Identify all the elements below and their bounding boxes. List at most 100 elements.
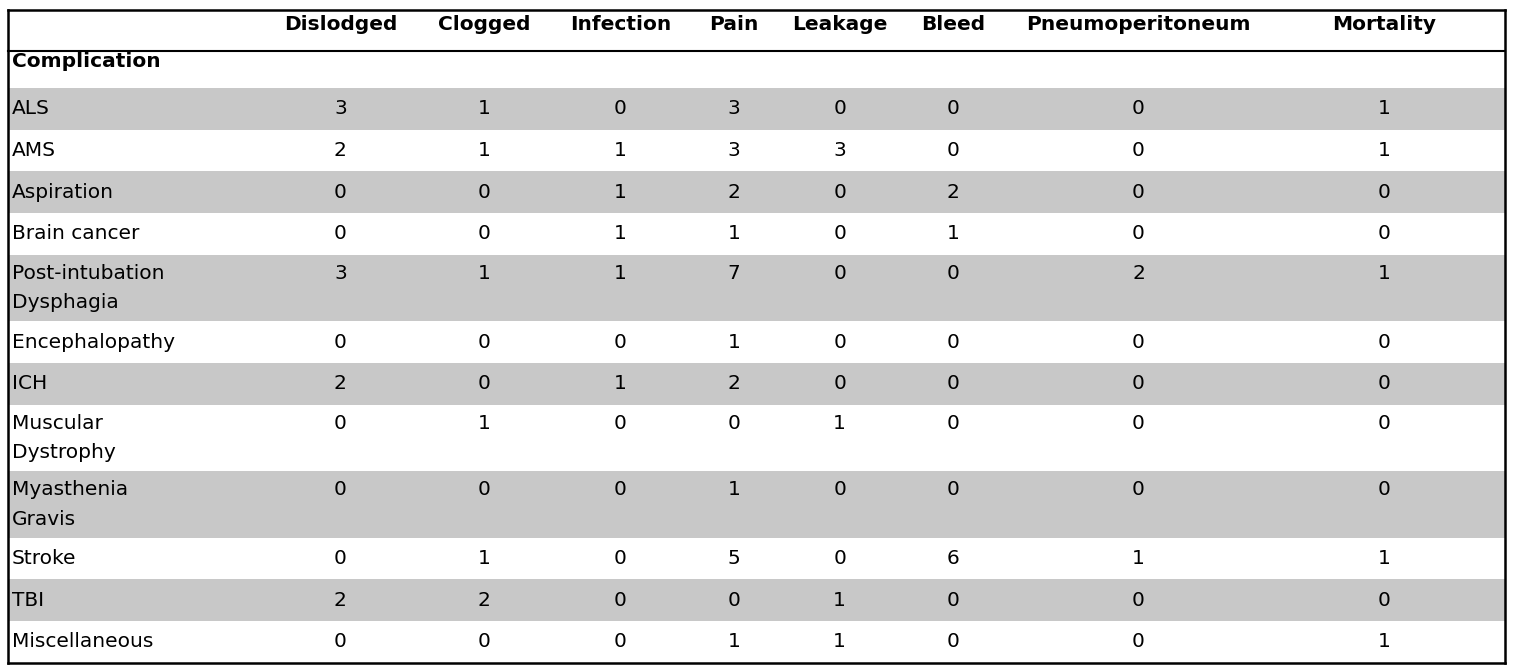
Bar [8,537,1505,579]
Text: Myasthenia: Myasthenia [12,480,129,500]
Text: Leakage: Leakage [791,15,888,35]
Text: 0: 0 [947,264,959,283]
Text: AMS: AMS [12,141,56,160]
Text: 0: 0 [614,99,626,119]
Bar [8,621,1505,663]
Bar [8,171,1505,213]
Text: 7: 7 [728,264,740,283]
Text: 0: 0 [1378,182,1390,202]
Bar [8,10,1505,88]
Text: 2: 2 [947,182,959,202]
Text: 1: 1 [728,224,740,243]
Text: 0: 0 [1132,224,1145,243]
Text: 0: 0 [1378,480,1390,500]
Text: Infection: Infection [570,15,670,35]
Text: 0: 0 [334,414,346,433]
Text: 0: 0 [1132,374,1145,394]
Text: 0: 0 [1132,632,1145,651]
Bar [8,254,1505,321]
Text: Stroke: Stroke [12,549,77,568]
Text: 3: 3 [728,99,740,119]
Text: 1: 1 [478,414,490,433]
Text: 2: 2 [728,182,740,202]
Text: 0: 0 [728,591,740,609]
Text: 0: 0 [834,264,846,283]
Text: 0: 0 [1132,480,1145,500]
Text: Brain cancer: Brain cancer [12,224,139,243]
Text: 0: 0 [1132,182,1145,202]
Text: 0: 0 [334,182,346,202]
Text: 0: 0 [947,374,959,394]
Text: 0: 0 [478,632,490,651]
Text: 0: 0 [1132,99,1145,119]
Text: 1: 1 [947,224,959,243]
Text: 1: 1 [1378,264,1390,283]
Bar [8,130,1505,171]
Text: 0: 0 [834,182,846,202]
Text: 0: 0 [614,632,626,651]
Text: 1: 1 [834,632,846,651]
Text: Mortality: Mortality [1333,15,1436,35]
Text: 0: 0 [1378,224,1390,243]
Text: ICH: ICH [12,374,47,394]
Text: 0: 0 [334,632,346,651]
Text: Pain: Pain [710,15,758,35]
Text: 0: 0 [947,414,959,433]
Text: 0: 0 [614,591,626,609]
Text: 2: 2 [334,141,346,160]
Text: 0: 0 [334,224,346,243]
Text: 0: 0 [1378,591,1390,609]
Text: 0: 0 [478,182,490,202]
Text: 2: 2 [334,374,346,394]
Text: 1: 1 [728,632,740,651]
Text: Muscular: Muscular [12,414,103,433]
Text: 0: 0 [1378,374,1390,394]
Text: 0: 0 [834,549,846,568]
Text: 1: 1 [1132,549,1145,568]
Text: 0: 0 [478,480,490,500]
Text: 1: 1 [478,549,490,568]
Text: 0: 0 [834,224,846,243]
Bar [8,363,1505,405]
Text: 1: 1 [1378,549,1390,568]
Text: TBI: TBI [12,591,44,609]
Text: Complication: Complication [12,52,160,71]
Text: 0: 0 [834,99,846,119]
Text: 0: 0 [1378,332,1390,352]
Text: 1: 1 [834,414,846,433]
Text: 2: 2 [728,374,740,394]
Text: Dysphagia: Dysphagia [12,293,120,312]
Text: 6: 6 [947,549,959,568]
Text: Clogged: Clogged [437,15,531,35]
Text: 1: 1 [1378,632,1390,651]
Text: Aspiration: Aspiration [12,182,113,202]
Text: 2: 2 [478,591,490,609]
Text: 0: 0 [947,99,959,119]
Text: 1: 1 [614,264,626,283]
Text: 1: 1 [728,332,740,352]
Text: 3: 3 [728,141,740,160]
Text: ALS: ALS [12,99,50,119]
Text: 1: 1 [478,141,490,160]
Text: Post-intubation: Post-intubation [12,264,165,283]
Text: 0: 0 [1132,332,1145,352]
Text: Encephalopathy: Encephalopathy [12,332,176,352]
Bar [8,471,1505,537]
Text: Pneumoperitoneum: Pneumoperitoneum [1026,15,1251,35]
Text: 0: 0 [478,332,490,352]
Text: 2: 2 [334,591,346,609]
Text: 0: 0 [334,332,346,352]
Text: 3: 3 [834,141,846,160]
Bar [8,213,1505,254]
Text: 0: 0 [614,414,626,433]
Text: 5: 5 [728,549,740,568]
Text: 0: 0 [728,414,740,433]
Text: 1: 1 [834,591,846,609]
Text: 1: 1 [614,224,626,243]
Text: 0: 0 [947,632,959,651]
Bar [8,579,1505,621]
Text: 1: 1 [614,182,626,202]
Text: 0: 0 [947,141,959,160]
Text: 2: 2 [1132,264,1145,283]
Text: Dystrophy: Dystrophy [12,443,117,462]
